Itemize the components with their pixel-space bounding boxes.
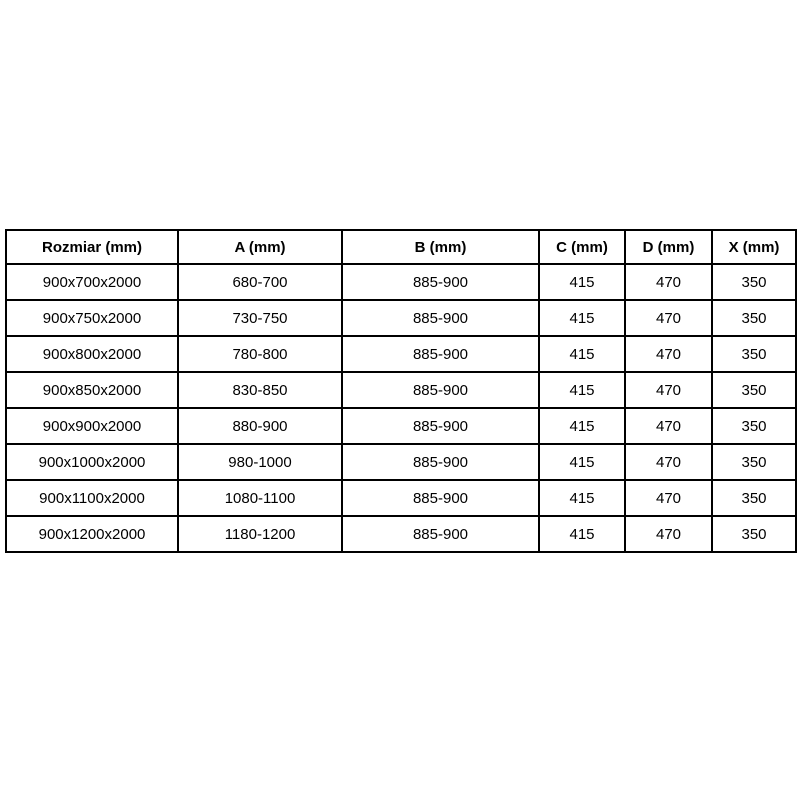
table-cell-c: 415 — [538, 443, 626, 481]
column-header-d: D (mm) — [624, 229, 713, 265]
size-table: Rozmiar (mm) A (mm) B (mm) C (mm) D (mm)… — [5, 229, 797, 553]
table-row: 900x700x2000 680-700 885-900 415 470 350 — [5, 263, 797, 301]
column-header-x: X (mm) — [711, 229, 797, 265]
table-row: 900x1000x2000 980-1000 885-900 415 470 3… — [5, 443, 797, 481]
table-cell-a: 1180-1200 — [177, 515, 343, 553]
table-cell-x: 350 — [711, 443, 797, 481]
table-row: 900x900x2000 880-900 885-900 415 470 350 — [5, 407, 797, 445]
table-cell-rozmiar: 900x1000x2000 — [5, 443, 179, 481]
table-cell-rozmiar: 900x800x2000 — [5, 335, 179, 373]
table-cell-c: 415 — [538, 299, 626, 337]
table-cell-b: 885-900 — [341, 479, 540, 517]
column-header-rozmiar: Rozmiar (mm) — [5, 229, 179, 265]
table-header-row: Rozmiar (mm) A (mm) B (mm) C (mm) D (mm)… — [5, 229, 797, 265]
table-cell-c: 415 — [538, 371, 626, 409]
table-cell-d: 470 — [624, 479, 713, 517]
table-cell-a: 680-700 — [177, 263, 343, 301]
table-cell-a: 980-1000 — [177, 443, 343, 481]
table-cell-a: 730-750 — [177, 299, 343, 337]
column-header-c: C (mm) — [538, 229, 626, 265]
table-cell-a: 880-900 — [177, 407, 343, 445]
table-cell-c: 415 — [538, 335, 626, 373]
table-cell-rozmiar: 900x1200x2000 — [5, 515, 179, 553]
table-cell-x: 350 — [711, 263, 797, 301]
table-cell-c: 415 — [538, 479, 626, 517]
table-cell-b: 885-900 — [341, 263, 540, 301]
table-cell-rozmiar: 900x700x2000 — [5, 263, 179, 301]
table-cell-x: 350 — [711, 299, 797, 337]
table-row: 900x800x2000 780-800 885-900 415 470 350 — [5, 335, 797, 373]
table-cell-d: 470 — [624, 443, 713, 481]
column-header-b: B (mm) — [341, 229, 540, 265]
table-cell-d: 470 — [624, 335, 713, 373]
table-row: 900x1200x2000 1180-1200 885-900 415 470 … — [5, 515, 797, 553]
table-cell-d: 470 — [624, 263, 713, 301]
table-cell-a: 1080-1100 — [177, 479, 343, 517]
table-cell-rozmiar: 900x750x2000 — [5, 299, 179, 337]
table-cell-a: 830-850 — [177, 371, 343, 409]
table-cell-b: 885-900 — [341, 407, 540, 445]
table-row: 900x1100x2000 1080-1100 885-900 415 470 … — [5, 479, 797, 517]
table-cell-x: 350 — [711, 335, 797, 373]
table-cell-x: 350 — [711, 479, 797, 517]
table-cell-d: 470 — [624, 299, 713, 337]
table-cell-c: 415 — [538, 407, 626, 445]
table-cell-d: 470 — [624, 371, 713, 409]
table-cell-d: 470 — [624, 515, 713, 553]
table-cell-c: 415 — [538, 263, 626, 301]
table-cell-b: 885-900 — [341, 515, 540, 553]
table-cell-rozmiar: 900x850x2000 — [5, 371, 179, 409]
table-cell-b: 885-900 — [341, 443, 540, 481]
table-cell-b: 885-900 — [341, 371, 540, 409]
table-cell-x: 350 — [711, 407, 797, 445]
table-cell-x: 350 — [711, 515, 797, 553]
table-cell-b: 885-900 — [341, 299, 540, 337]
table-row: 900x850x2000 830-850 885-900 415 470 350 — [5, 371, 797, 409]
table-cell-rozmiar: 900x1100x2000 — [5, 479, 179, 517]
column-header-a: A (mm) — [177, 229, 343, 265]
table-cell-a: 780-800 — [177, 335, 343, 373]
table-row: 900x750x2000 730-750 885-900 415 470 350 — [5, 299, 797, 337]
table-cell-c: 415 — [538, 515, 626, 553]
table-cell-d: 470 — [624, 407, 713, 445]
table-cell-b: 885-900 — [341, 335, 540, 373]
table-cell-x: 350 — [711, 371, 797, 409]
table-cell-rozmiar: 900x900x2000 — [5, 407, 179, 445]
